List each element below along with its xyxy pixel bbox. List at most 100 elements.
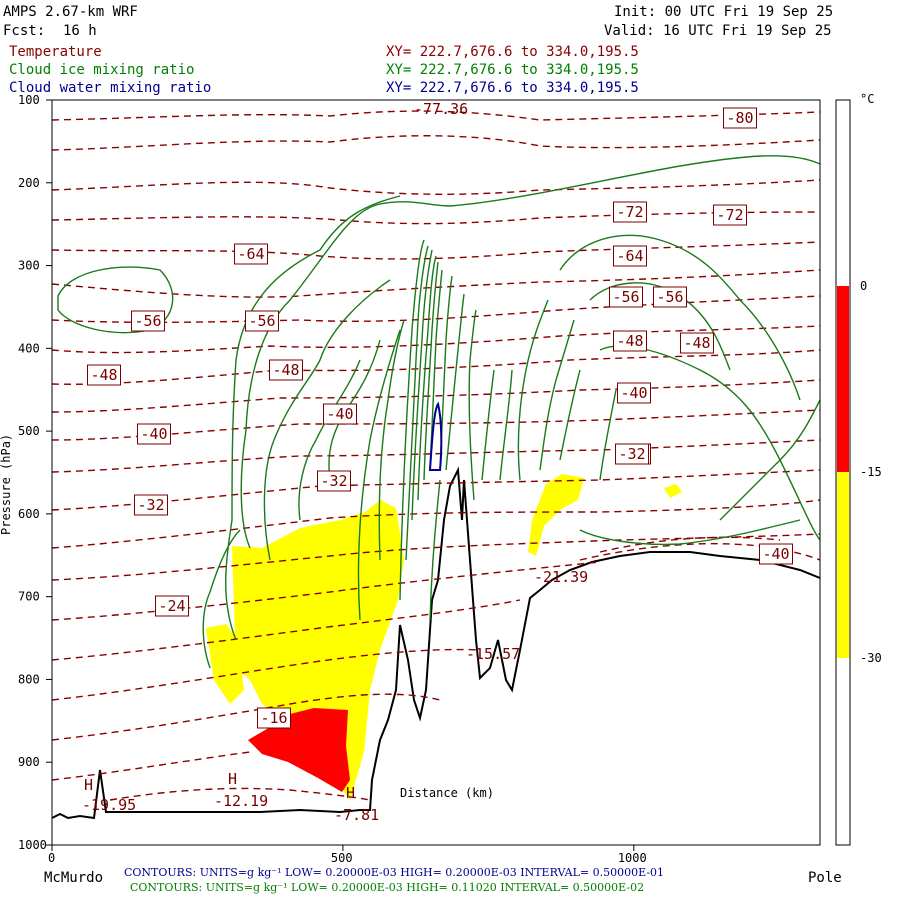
temperature-label: -72 — [717, 206, 744, 224]
right-endpoint-label: Pole — [808, 870, 842, 886]
field-water-label: Cloud water mixing ratio — [9, 80, 212, 96]
plot-frame — [51, 99, 821, 846]
extremum-label: -12.19 — [214, 792, 268, 810]
temperature-label: -64 — [238, 245, 265, 263]
field-temperature-label: Temperature — [9, 44, 102, 60]
high-marker: H — [346, 784, 355, 802]
x-tick-label: 0 — [48, 851, 55, 865]
temperature-label-box — [723, 107, 757, 129]
temperature-label-box — [713, 204, 747, 226]
y-tick-label: 500 — [18, 424, 40, 438]
field-ice-xy: XY= 222.7,676.6 to 334.0,195.5 — [386, 62, 639, 78]
temperature-label-box — [759, 543, 793, 565]
y-tick-label: 1000 — [18, 838, 47, 852]
colorbar-band-yellow — [837, 472, 849, 658]
colorbar-tick-0: 0 — [860, 279, 867, 293]
left-endpoint-label: McMurdo — [44, 870, 103, 886]
extremum-label: -7.81 — [334, 806, 379, 824]
colorbar-tick-1: -15 — [860, 465, 882, 479]
field-temperature-xy: XY= 222.7,676.6 to 334.0,195.5 — [386, 44, 639, 60]
temperature-label: -40 — [763, 545, 790, 563]
high-marker: H — [84, 776, 93, 794]
forecast-hour: 16 h — [63, 23, 97, 39]
shaded-region-red — [248, 708, 350, 792]
extremum-label: -21.39 — [534, 568, 588, 586]
y-axis-title: Pressure (hPa) — [0, 434, 13, 535]
colorbar-unit: °C — [860, 92, 874, 106]
y-tick-label: 900 — [18, 755, 40, 769]
extremum-label: -19.95 — [82, 796, 136, 814]
temperature-contours — [51, 110, 821, 801]
x-tick-label: 500 — [331, 851, 353, 865]
temperature-label: -48 — [684, 334, 711, 352]
field-water-xy: XY= 222.7,676.6 to 334.0,195.5 — [386, 80, 639, 96]
temperature-labels: -80 -72 -72 -64 -64 -56 -56 -56 -56 -48 -48 -48 -48 -… — [87, 107, 793, 729]
temperature-label-box — [134, 494, 168, 516]
temperature-label-box — [234, 243, 268, 265]
colorbar: °C 0 -15 -30 — [835, 92, 882, 846]
init-time: Init: 00 UTC Fri 19 Sep 25 — [614, 4, 834, 20]
temperature-label: -56 — [613, 288, 640, 306]
forecast-label: Fcst: — [3, 23, 46, 39]
temperature-label-box — [680, 332, 714, 354]
temperature-label: -32 — [619, 445, 646, 463]
temperature-label-box — [613, 245, 647, 267]
cloud-water-contour-info: CONTOURS: UNITS=g kg⁻¹ LOW= 0.20000E-03 … — [124, 866, 664, 879]
temperature-label: -40 — [141, 425, 168, 443]
field-ice-label: Cloud ice mixing ratio — [9, 62, 195, 78]
temperature-label-box — [257, 707, 291, 729]
temperature-label: -56 — [657, 288, 684, 306]
valid-time: Valid: 16 UTC Fri 19 Sep 25 — [604, 23, 832, 39]
x-tick-label: 1000 — [618, 851, 647, 865]
colorbar-band-red — [837, 286, 849, 472]
temperature-label: -40 — [327, 405, 354, 423]
temperature-label-box — [245, 310, 279, 332]
temperature-label-box — [323, 403, 357, 425]
x-axis-title: Distance (km) — [400, 786, 494, 800]
terrain-outline — [51, 466, 821, 820]
x-axis: 0 500 1000 — [48, 845, 647, 865]
y-tick-label: 400 — [18, 341, 40, 355]
temperature-label-box — [613, 201, 647, 223]
y-tick-label: 600 — [18, 507, 40, 521]
cloud-ice-contour-info: CONTOURS: UNITS=g kg⁻¹ LOW= 0.20000E-03 … — [130, 881, 644, 894]
temperature-label-box — [155, 595, 189, 617]
y-tick-label: 700 — [18, 590, 40, 604]
y-tick-label: 300 — [18, 259, 40, 273]
temperature-label: -48 — [91, 366, 118, 384]
extremum-label: -15.57 — [466, 645, 520, 663]
temperature-label: -72 — [617, 203, 644, 221]
temperature-label: -48 — [617, 332, 644, 350]
temperature-label-box — [131, 310, 165, 332]
extrema-labels: -77.36 -19.95 -12.19 -7.81 -15.57 -21.39 H H H — [82, 100, 588, 824]
high-marker: H — [228, 770, 237, 788]
temperature-label: -48 — [273, 361, 300, 379]
temperature-label: -16 — [261, 709, 288, 727]
temperature-label: -32 — [138, 496, 165, 514]
temperature-label-box — [609, 286, 643, 308]
temperature-label: -56 — [249, 312, 276, 330]
temperature-label: -56 — [135, 312, 162, 330]
temperature-label: -80 — [727, 109, 754, 127]
temperature-label: -64 — [617, 247, 644, 265]
cloud-water-contour — [428, 401, 443, 471]
shaded-region-yellow — [206, 474, 682, 800]
y-tick-label: 200 — [18, 176, 40, 190]
temperature-label-box — [613, 330, 647, 352]
temperature-label: -24 — [159, 597, 186, 615]
temperature-label-box — [269, 359, 303, 381]
temperature-label: -32 — [321, 472, 348, 490]
temperature-label-box — [617, 382, 651, 404]
extremum-label: -77.36 — [414, 100, 468, 118]
temperature-label-box — [317, 470, 351, 492]
y-tick-label: 800 — [18, 672, 40, 686]
colorbar-tick-2: -30 — [860, 651, 882, 665]
temperature-label-box — [87, 364, 121, 386]
temperature-label-box — [615, 443, 649, 465]
temperature-label-box — [653, 286, 687, 308]
model-title: AMPS 2.67-km WRF — [3, 4, 138, 20]
temperature-label-box — [137, 423, 171, 445]
y-tick-label: 100 — [18, 93, 40, 107]
temperature-label: -40 — [621, 384, 648, 402]
